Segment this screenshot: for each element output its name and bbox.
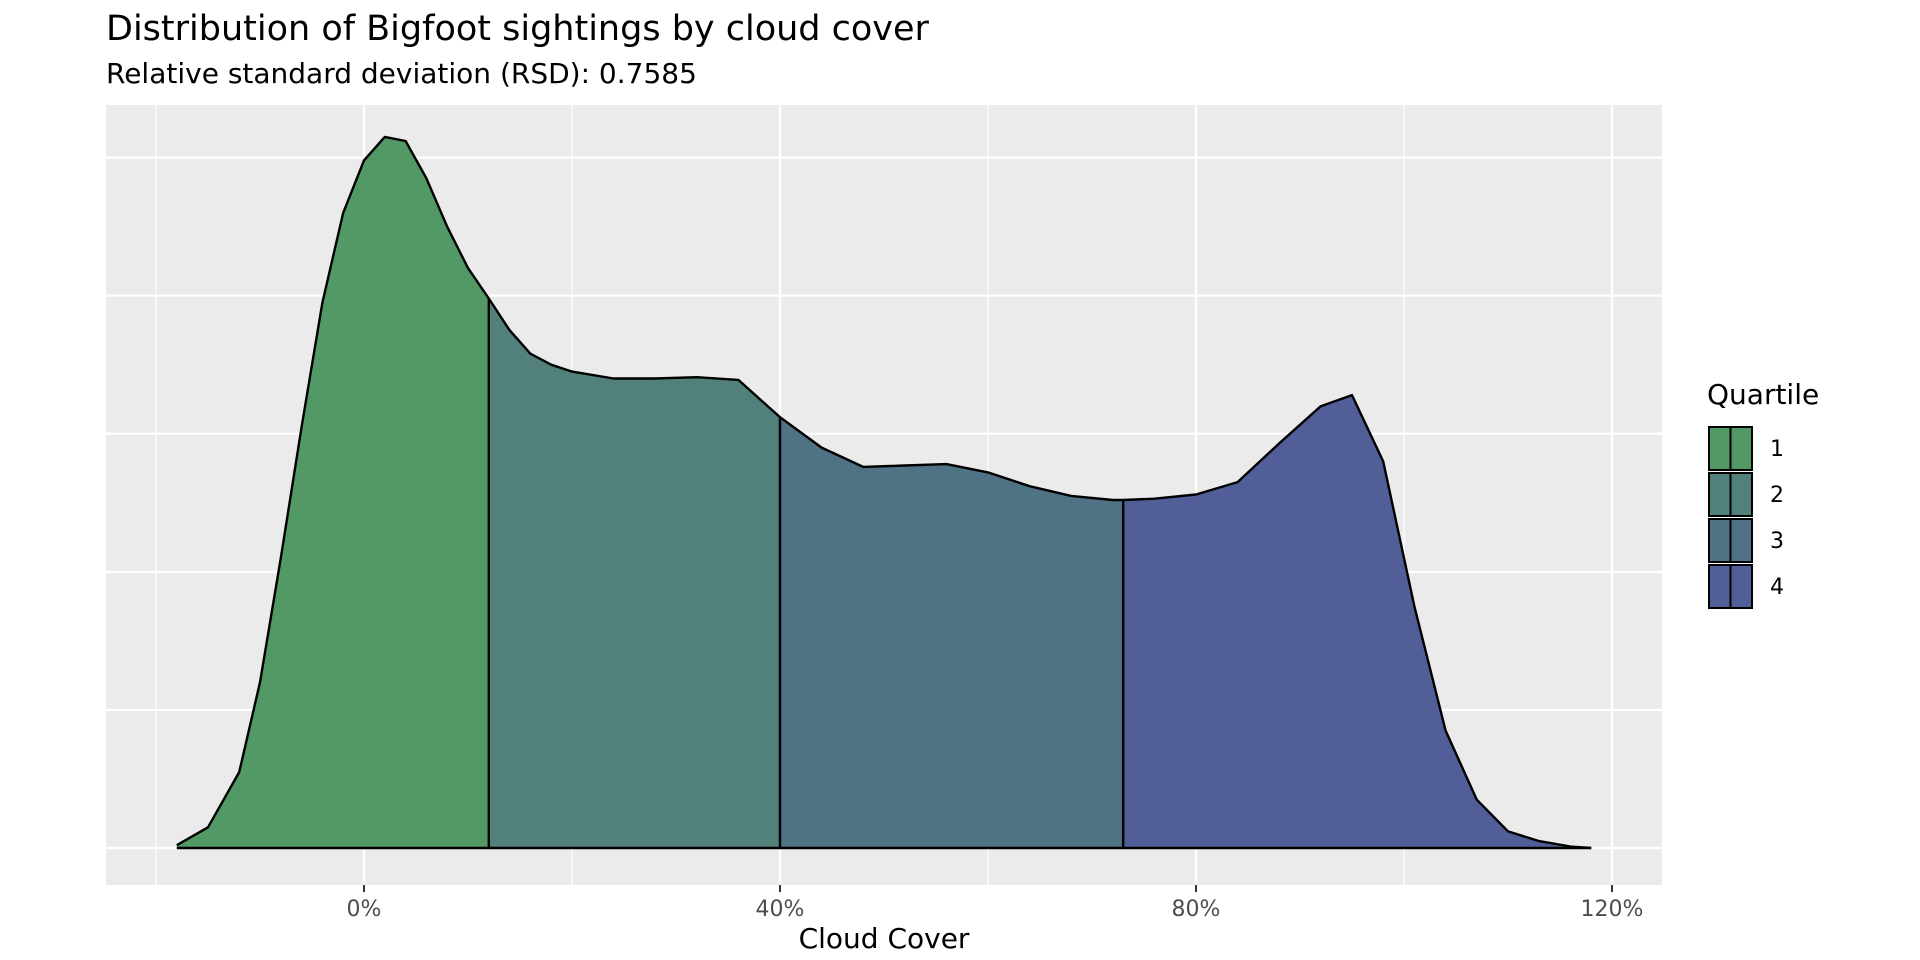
x-tick-label: 120% — [1581, 897, 1644, 922]
quartile-2-area — [488, 298, 780, 848]
legend-item-1: 1 — [1708, 426, 1784, 471]
x-axis-ticks: 0% 40% 80% 120% — [347, 885, 1644, 922]
x-tick-label: 0% — [347, 897, 382, 922]
legend-label: 3 — [1770, 529, 1784, 554]
legend-label: 1 — [1770, 437, 1784, 462]
legend: Quartile 1 2 3 4 — [1707, 378, 1819, 609]
density-areas — [176, 135, 1592, 850]
x-tick-label: 40% — [756, 897, 805, 922]
legend-label: 2 — [1770, 483, 1784, 508]
legend-item-2: 2 — [1708, 472, 1784, 517]
quartile-3-area — [780, 417, 1124, 848]
quartile-1-area — [176, 136, 489, 848]
x-axis-title: Cloud Cover — [799, 922, 970, 955]
chart-subtitle: Relative standard deviation (RSD): 0.758… — [106, 57, 697, 90]
legend-item-4: 4 — [1708, 564, 1784, 609]
legend-label: 4 — [1770, 575, 1784, 600]
legend-item-3: 3 — [1708, 518, 1784, 563]
x-tick-label: 80% — [1172, 897, 1221, 922]
legend-title: Quartile — [1707, 378, 1819, 411]
chart-title: Distribution of Bigfoot sightings by clo… — [106, 9, 930, 49]
quartile-4-area — [1123, 395, 1592, 848]
